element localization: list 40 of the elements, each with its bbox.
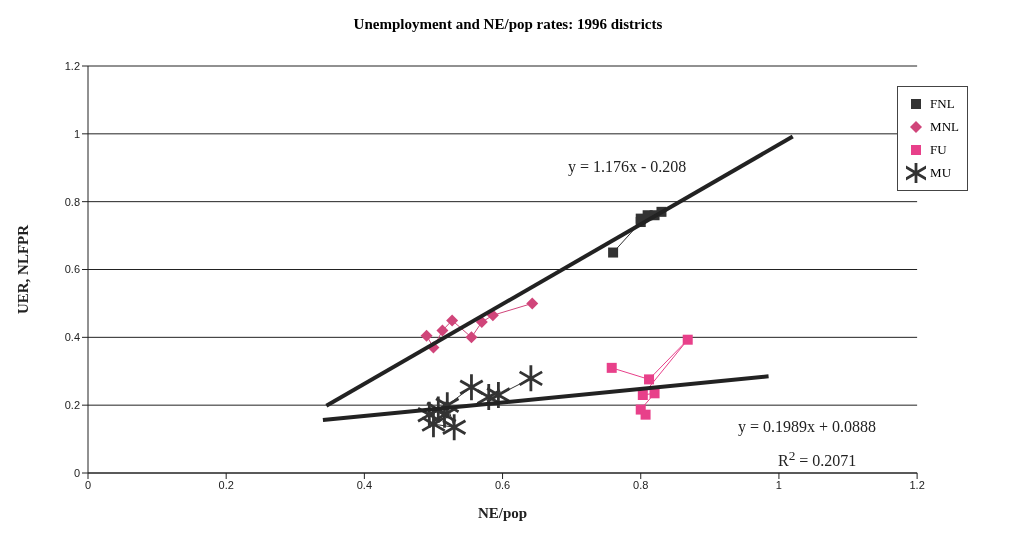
y-tick-label: 0.6: [64, 263, 80, 276]
x-tick-label: 1.2: [909, 478, 925, 491]
annotation: y = 1.176x - 0.208: [568, 158, 687, 176]
point: [606, 362, 617, 373]
x-tick-label: 0.8: [633, 478, 649, 491]
point: [442, 414, 467, 441]
x-tick-label: 0.4: [356, 478, 373, 491]
x-tick-label: 0.6: [494, 478, 511, 491]
y-tick-label: 1: [73, 127, 80, 140]
point: [526, 297, 539, 310]
point: [421, 411, 446, 438]
annotation: R$^{2}$ = 0.2071: [778, 448, 857, 471]
x-tick-label: 0.2: [218, 478, 234, 491]
y-tick-label: 0.2: [64, 399, 80, 412]
legend-label: MU: [930, 165, 952, 181]
y-tick-label: 0.8: [64, 195, 80, 208]
point: [459, 374, 484, 401]
x-axis-title: NE/pop: [477, 505, 528, 521]
point: [436, 324, 449, 337]
legend-label: MNL: [930, 119, 959, 135]
y-axis-title: UER, NLFPR: [15, 224, 32, 315]
point: [518, 365, 543, 392]
point: [637, 389, 648, 400]
y-tick-label: 0: [73, 466, 80, 479]
chart-title: Unemployment and NE/pop rates: 1996 districts: [352, 15, 664, 34]
y-tick-label: 1.2: [64, 59, 80, 72]
point: [608, 247, 619, 258]
point: [640, 409, 651, 420]
point: [682, 334, 693, 345]
point: [446, 314, 459, 327]
y-tick-label: 0.4: [64, 331, 80, 344]
legend-label: FNL: [930, 96, 955, 112]
point: [465, 331, 478, 344]
x-tick-label: 0: [84, 478, 92, 491]
legend-label: FU: [930, 142, 947, 158]
x-tick-label: 1: [775, 478, 782, 491]
point: [420, 329, 433, 342]
annotation: y = 0.1989x + 0.0888: [738, 418, 877, 436]
point: [486, 381, 511, 408]
point: [644, 374, 655, 385]
